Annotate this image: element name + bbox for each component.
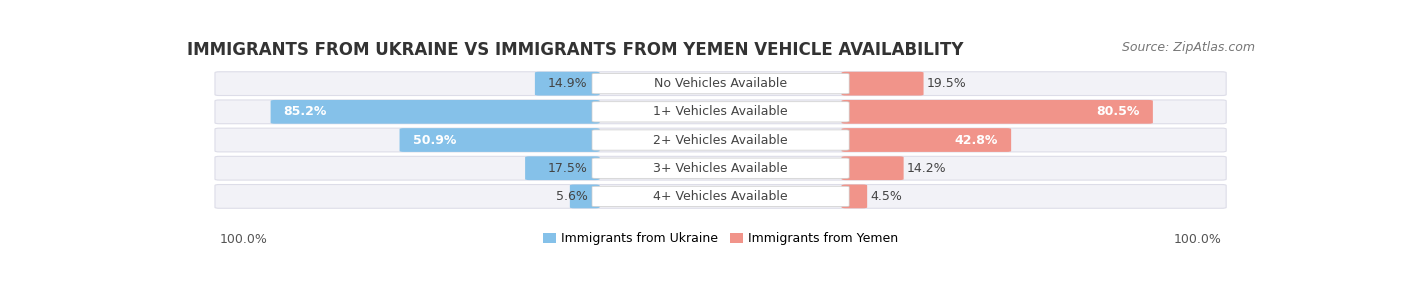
Text: 5.6%: 5.6% bbox=[555, 190, 588, 203]
Text: 14.9%: 14.9% bbox=[548, 77, 588, 90]
Text: No Vehicles Available: No Vehicles Available bbox=[654, 77, 787, 90]
Text: 42.8%: 42.8% bbox=[955, 134, 998, 146]
Text: 85.2%: 85.2% bbox=[284, 105, 328, 118]
Text: 100.0%: 100.0% bbox=[1174, 233, 1222, 246]
FancyBboxPatch shape bbox=[524, 156, 599, 180]
FancyBboxPatch shape bbox=[215, 72, 1226, 96]
Legend: Immigrants from Ukraine, Immigrants from Yemen: Immigrants from Ukraine, Immigrants from… bbox=[538, 227, 903, 251]
FancyBboxPatch shape bbox=[842, 128, 1011, 152]
FancyBboxPatch shape bbox=[215, 156, 1226, 180]
Text: 14.2%: 14.2% bbox=[907, 162, 946, 175]
FancyBboxPatch shape bbox=[215, 100, 1226, 124]
Text: 3+ Vehicles Available: 3+ Vehicles Available bbox=[654, 162, 787, 175]
Text: 2+ Vehicles Available: 2+ Vehicles Available bbox=[654, 134, 787, 146]
FancyBboxPatch shape bbox=[842, 156, 904, 180]
Text: 4.5%: 4.5% bbox=[870, 190, 903, 203]
Text: Source: ZipAtlas.com: Source: ZipAtlas.com bbox=[1122, 41, 1254, 54]
FancyBboxPatch shape bbox=[592, 158, 849, 178]
FancyBboxPatch shape bbox=[592, 102, 849, 122]
FancyBboxPatch shape bbox=[592, 130, 849, 150]
FancyBboxPatch shape bbox=[270, 100, 599, 124]
Text: 19.5%: 19.5% bbox=[927, 77, 966, 90]
Text: IMMIGRANTS FROM UKRAINE VS IMMIGRANTS FROM YEMEN VEHICLE AVAILABILITY: IMMIGRANTS FROM UKRAINE VS IMMIGRANTS FR… bbox=[187, 41, 963, 59]
FancyBboxPatch shape bbox=[534, 72, 599, 96]
FancyBboxPatch shape bbox=[592, 186, 849, 206]
Text: 80.5%: 80.5% bbox=[1097, 105, 1140, 118]
FancyBboxPatch shape bbox=[842, 72, 924, 96]
Text: 4+ Vehicles Available: 4+ Vehicles Available bbox=[654, 190, 787, 203]
Text: 100.0%: 100.0% bbox=[219, 233, 267, 246]
Text: 50.9%: 50.9% bbox=[412, 134, 456, 146]
FancyBboxPatch shape bbox=[215, 128, 1226, 152]
FancyBboxPatch shape bbox=[592, 74, 849, 94]
FancyBboxPatch shape bbox=[842, 100, 1153, 124]
Text: 17.5%: 17.5% bbox=[548, 162, 588, 175]
Text: 1+ Vehicles Available: 1+ Vehicles Available bbox=[654, 105, 787, 118]
FancyBboxPatch shape bbox=[569, 184, 599, 208]
FancyBboxPatch shape bbox=[399, 128, 599, 152]
FancyBboxPatch shape bbox=[215, 184, 1226, 208]
FancyBboxPatch shape bbox=[842, 184, 868, 208]
